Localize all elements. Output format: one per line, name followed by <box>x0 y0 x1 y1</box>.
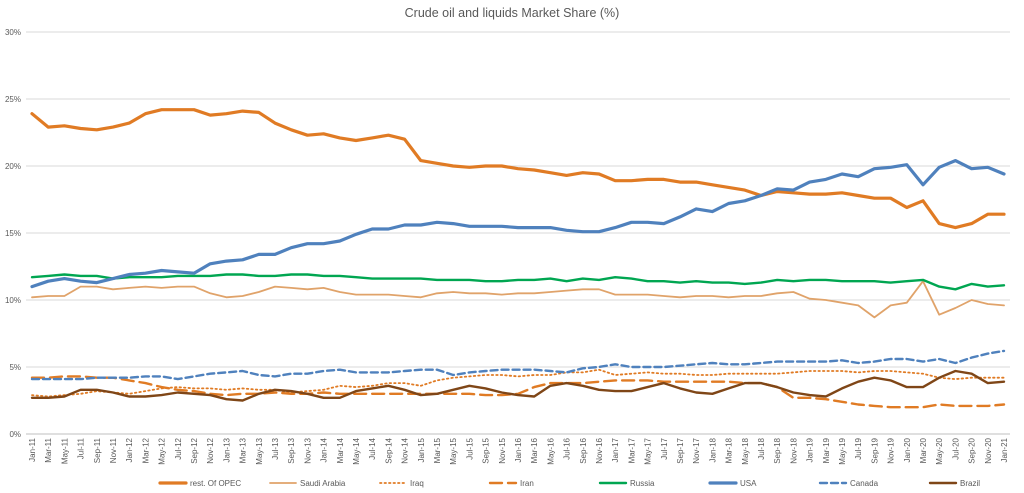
x-tick-label: Jul-20 <box>951 437 960 459</box>
series-line-rest-of-opec <box>30 108 1006 230</box>
series-line-iran <box>30 375 1006 409</box>
x-tick-label: May-12 <box>158 437 167 464</box>
y-tick-label: 30% <box>5 28 21 37</box>
legend-label: Russia <box>630 479 655 488</box>
y-tick-label: 0% <box>9 430 21 439</box>
x-tick-label: Jan-20 <box>903 437 912 462</box>
x-tick-label: Jul-18 <box>757 437 766 459</box>
x-tick-label: Jul-13 <box>271 437 280 459</box>
x-tick-label: Nov-14 <box>401 437 410 463</box>
x-tick-label: May-20 <box>935 437 944 464</box>
series-line-iraq <box>31 368 1005 398</box>
x-tick-label: Sep-13 <box>287 437 296 463</box>
x-tick-label: Sep-16 <box>579 437 588 463</box>
x-tick-label: Jul-14 <box>368 437 377 459</box>
series-line-brazil <box>30 369 1006 402</box>
x-tick-label: Sep-17 <box>676 437 685 463</box>
x-tick-label: Jan-15 <box>417 437 426 462</box>
x-tick-label: Nov-12 <box>206 437 215 463</box>
x-tick-label: May-18 <box>741 437 750 464</box>
x-tick-label: May-11 <box>60 437 69 464</box>
x-tick-label: Jul-16 <box>563 437 572 459</box>
x-tick-label: Jan-13 <box>222 437 231 462</box>
x-tick-label: Nov-18 <box>789 437 798 463</box>
x-tick-label: Sep-11 <box>93 437 102 463</box>
y-tick-label: 20% <box>5 162 21 171</box>
legend-label: USA <box>740 479 757 488</box>
x-tick-label: Nov-20 <box>984 437 993 463</box>
legend-label: Canada <box>850 479 879 488</box>
x-tick-label: Mar-13 <box>239 437 248 463</box>
legend-label: Saudi Arabia <box>300 479 346 488</box>
x-tick-label: Mar-12 <box>141 437 150 463</box>
y-tick-label: 5% <box>9 363 21 372</box>
x-tick-label: May-15 <box>449 437 458 464</box>
x-tick-label: Jan-16 <box>514 437 523 462</box>
legend-label: Brazil <box>960 479 980 488</box>
x-tick-label: Mar-17 <box>627 437 636 463</box>
x-tick-label: Nov-19 <box>887 437 896 463</box>
x-tick-label: Sep-12 <box>190 437 199 463</box>
legend-label: Iraq <box>410 479 424 488</box>
x-tick-label: Sep-14 <box>384 437 393 463</box>
x-tick-label: Jan-19 <box>806 437 815 462</box>
series-line-russia <box>30 273 1006 291</box>
series-line-saudi-arabia <box>31 280 1005 319</box>
x-tick-label: Nov-13 <box>303 437 312 463</box>
x-tick-label: May-19 <box>838 437 847 464</box>
legend-label: rest. Of OPEC <box>190 479 241 488</box>
x-tick-label: May-17 <box>644 437 653 464</box>
x-tick-label: Mar-14 <box>336 437 345 463</box>
y-tick-label: 25% <box>5 95 21 104</box>
x-tick-label: Nov-16 <box>595 437 604 463</box>
x-tick-label: May-13 <box>255 437 264 464</box>
x-tick-label: Nov-15 <box>498 437 507 463</box>
x-tick-label: Jan-18 <box>708 437 717 462</box>
x-tick-label: Mar-11 <box>44 437 53 462</box>
x-tick-label: Jul-19 <box>854 437 863 459</box>
x-tick-label: Jul-11 <box>77 437 86 459</box>
x-tick-label: Jul-12 <box>174 437 183 459</box>
x-tick-label: Sep-20 <box>968 437 977 463</box>
x-tick-label: May-14 <box>352 437 361 464</box>
x-tick-label: Sep-15 <box>482 437 491 463</box>
legend-label: Iran <box>520 479 534 488</box>
x-tick-label: Mar-19 <box>822 437 831 463</box>
series-line-canada <box>30 349 1006 381</box>
x-tick-label: Jan-12 <box>125 437 134 462</box>
x-tick-label: Mar-16 <box>530 437 539 463</box>
series-line-usa <box>30 159 1006 289</box>
x-tick-label: Jan-21 <box>1000 437 1009 462</box>
x-tick-label: Mar-18 <box>725 437 734 463</box>
x-tick-label: Mar-15 <box>433 437 442 463</box>
y-tick-label: 10% <box>5 296 21 305</box>
chart-title: Crude oil and liquids Market Share (%) <box>404 6 620 20</box>
y-tick-label: 15% <box>5 229 21 238</box>
x-tick-label: Sep-18 <box>773 437 782 463</box>
x-tick-label: May-16 <box>546 437 555 464</box>
x-tick-label: Nov-11 <box>109 437 118 463</box>
x-tick-label: Sep-19 <box>870 437 879 463</box>
x-tick-label: Jul-17 <box>660 437 669 459</box>
x-tick-label: Jan-11 <box>28 437 37 461</box>
x-tick-label: Jan-17 <box>611 437 620 462</box>
x-tick-label: Mar-20 <box>919 437 928 463</box>
x-tick-label: Jan-14 <box>320 437 329 462</box>
x-tick-label: Jul-15 <box>465 437 474 459</box>
x-tick-label: Nov-17 <box>692 437 701 463</box>
